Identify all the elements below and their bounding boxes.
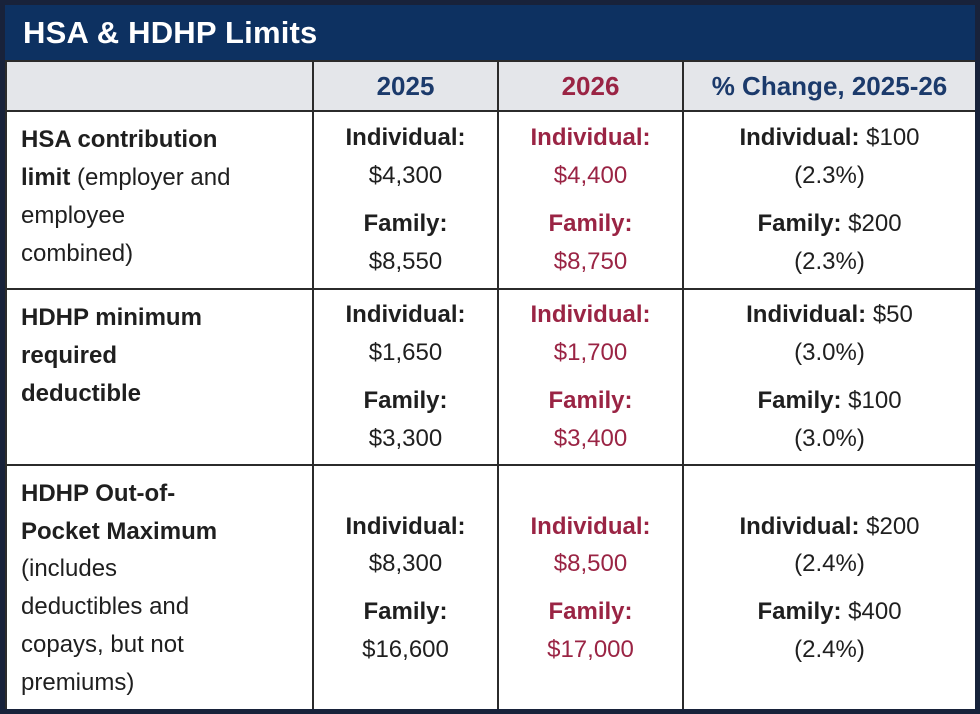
- amount-pair: Family: $200 (2.3%): [688, 205, 971, 281]
- amount-pair: Family: $16,600: [318, 593, 493, 669]
- pair-value: $3,400: [553, 424, 628, 452]
- amount-pair: Family: $3,300: [318, 382, 493, 458]
- amount-pair: Individual: $8,300: [318, 508, 493, 584]
- header-change: % Change, 2025-26: [682, 60, 975, 112]
- amount-pair: Individual: $4,300: [318, 119, 493, 195]
- amount-pair: Family: $400 (2.4%): [688, 593, 971, 669]
- pair-pct: (2.4%): [794, 550, 865, 578]
- pair-value: $1,650: [368, 338, 443, 366]
- cell-2025: Individual: $4,300 Family: $8,550: [312, 110, 499, 290]
- amount-pair: Individual: $1,650: [318, 296, 493, 372]
- header-row: 2025 2026 % Change, 2025-26: [5, 60, 975, 112]
- pair-pct: (2.3%): [794, 162, 865, 190]
- table-title: HSA & HDHP Limits: [23, 14, 318, 50]
- pair-label: Individual:: [530, 512, 651, 540]
- cell-change: Individual: $100 (2.3%) Family: $200 (2.3%): [682, 110, 975, 290]
- pair-label: Individual:: [530, 301, 651, 328]
- pair-label: Family:: [548, 598, 633, 626]
- row-label-rest: (includes deductibles and copays, but no…: [21, 555, 190, 697]
- header-2025: 2025: [312, 60, 499, 112]
- pair-label: Individual:: [345, 124, 466, 152]
- row-label-cell: HDHP minimum required deductible: [5, 288, 314, 466]
- row-label-bold: HDHP Out-of- Pocket Maximum: [21, 479, 218, 545]
- pair-label: Family:: [757, 210, 842, 237]
- pair-label: Individual:: [739, 512, 860, 540]
- pair-label: Family:: [548, 386, 633, 414]
- pair-value: $4,400: [553, 162, 628, 190]
- cell-2025: Individual: $1,650 Family: $3,300: [312, 288, 499, 466]
- amount-pair: Family: $8,550: [318, 205, 493, 281]
- cell-2026: Individual: $1,700 Family: $3,400: [497, 288, 684, 466]
- pair-value: $8,300: [368, 550, 443, 578]
- row-label-cell: HDHP Out-of- Pocket Maximum (includes de…: [5, 463, 314, 709]
- cell-change: Individual: $200 (2.4%) Family: $400 (2.4%): [682, 463, 975, 709]
- amount-pair: Family: $17,000: [503, 593, 678, 669]
- cell-2026: Individual: $4,400 Family: $8,750: [497, 110, 684, 290]
- pair-value: $8,550: [368, 247, 443, 275]
- pair-label: Individual:: [345, 301, 466, 328]
- cell-change: Individual: $50 (3.0%) Family: $100 (3.0%): [682, 288, 975, 466]
- pair-value: $100: [866, 124, 920, 152]
- table-title-bar: HSA & HDHP Limits: [5, 5, 975, 60]
- pair-label: Individual:: [746, 301, 867, 328]
- pair-value: $400: [848, 598, 902, 626]
- amount-pair: Family: $8,750: [503, 205, 678, 281]
- pair-value: $17,000: [547, 636, 634, 664]
- header-2026: 2026: [497, 60, 684, 112]
- pair-value: $200: [866, 512, 920, 540]
- pair-label: Individual:: [739, 124, 860, 152]
- header-empty-cell: [5, 60, 314, 112]
- table-row: HDHP minimum required deductible Individ…: [5, 288, 975, 466]
- row-label-cell: HSA contribution limit (employer and emp…: [5, 110, 314, 290]
- amount-pair: Individual: $8,500: [503, 508, 678, 584]
- amount-pair: Individual: $100 (2.3%): [688, 119, 971, 195]
- limits-table: 2025 2026 % Change, 2025-26 HSA contribu…: [5, 60, 975, 709]
- pair-label: Family:: [363, 386, 448, 414]
- amount-pair: Family: $3,400: [503, 382, 678, 458]
- amount-pair: Individual: $200 (2.4%): [688, 508, 971, 584]
- pair-pct: (2.4%): [794, 636, 865, 664]
- table-row: HDHP Out-of- Pocket Maximum (includes de…: [5, 463, 975, 709]
- pair-label: Individual:: [530, 124, 651, 152]
- pair-value: $1,700: [553, 338, 628, 366]
- pair-value: $3,300: [368, 424, 443, 452]
- pair-label: Family:: [363, 210, 448, 237]
- pair-label: Family:: [757, 598, 842, 626]
- pair-label: Family:: [363, 598, 448, 626]
- pair-value: $8,500: [553, 550, 628, 578]
- cell-2026: Individual: $8,500 Family: $17,000: [497, 463, 684, 709]
- pair-pct: (3.0%): [794, 424, 865, 452]
- pair-pct: (2.3%): [794, 247, 865, 275]
- pair-label: Individual:: [345, 512, 466, 540]
- pair-label: Family:: [757, 386, 842, 414]
- pair-value: $16,600: [362, 636, 449, 664]
- amount-pair: Individual: $1,700: [503, 296, 678, 372]
- pair-pct: (3.0%): [794, 338, 865, 366]
- pair-value: $50: [872, 301, 913, 328]
- pair-value: $200: [848, 210, 902, 237]
- cell-2025: Individual: $8,300 Family: $16,600: [312, 463, 499, 709]
- pair-value: $4,300: [368, 162, 443, 190]
- amount-pair: Individual: $50 (3.0%): [688, 296, 971, 372]
- pair-value: $100: [848, 386, 902, 414]
- amount-pair: Family: $100 (3.0%): [688, 382, 971, 458]
- pair-value: $8,750: [553, 247, 628, 275]
- row-label-bold: HDHP minimum required deductible: [21, 304, 202, 407]
- table-row: HSA contribution limit (employer and emp…: [5, 110, 975, 290]
- row-label-rest: (employer and employee combined): [21, 163, 231, 267]
- pair-label: Family:: [548, 210, 633, 237]
- amount-pair: Individual: $4,400: [503, 119, 678, 195]
- row-label-bold: HSA contribution limit: [21, 126, 218, 191]
